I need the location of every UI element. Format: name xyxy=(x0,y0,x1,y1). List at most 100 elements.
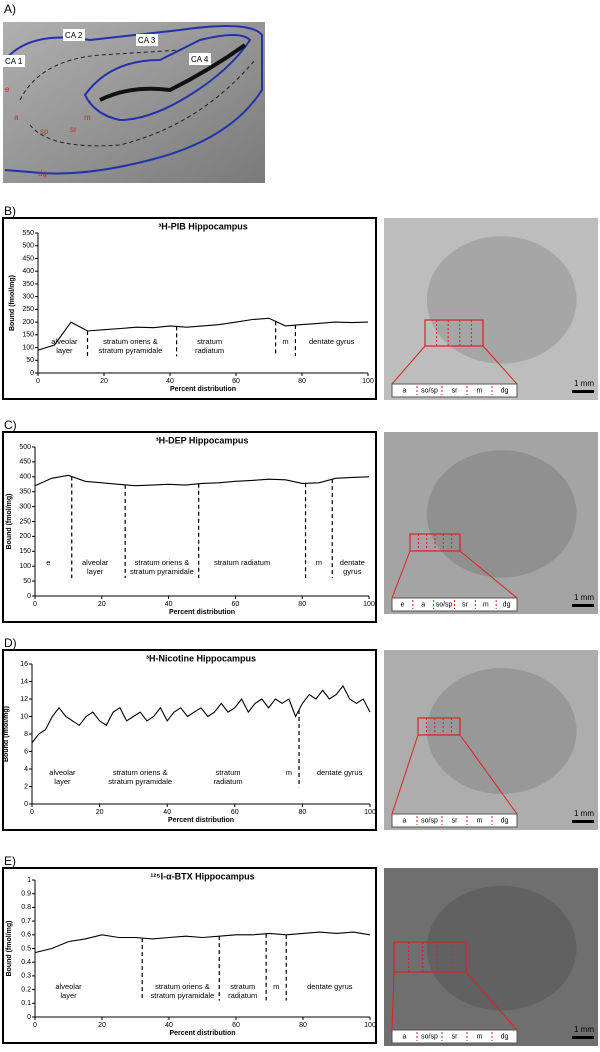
label-box xyxy=(189,53,211,65)
y-axis-label: Bound (fmol/mg) xyxy=(3,706,10,762)
layer-label: m xyxy=(84,113,91,122)
tissue-shade xyxy=(426,236,577,364)
x-axis-label: Percent distribution xyxy=(169,1030,235,1037)
strip-label: a xyxy=(403,817,407,824)
boundary xyxy=(83,34,252,122)
zoom-line xyxy=(391,550,411,599)
y-axis-label: Bound (fmol/mg) xyxy=(9,275,16,331)
y-tick-label: 500 xyxy=(19,444,31,451)
layer-label: sp xyxy=(40,127,49,136)
region-label: stratum radiatum xyxy=(214,558,270,567)
y-tick-label: 0.2 xyxy=(21,986,31,993)
strip-label: sr xyxy=(452,1033,459,1040)
autoradiograph xyxy=(384,432,598,614)
zoom-line xyxy=(482,345,518,385)
y-tick-label: 0.8 xyxy=(21,904,31,911)
scale-bar xyxy=(572,604,594,607)
strip-label: m xyxy=(477,817,483,824)
y-tick-label: 250 xyxy=(22,306,34,313)
y-tick-label: 0.1 xyxy=(21,1000,31,1007)
strip xyxy=(391,383,518,398)
sample-box xyxy=(393,941,467,973)
y-tick-label: 16 xyxy=(20,661,28,668)
x-tick-label: 60 xyxy=(231,809,239,816)
x-tick-label: 40 xyxy=(165,601,173,608)
micrograph xyxy=(3,22,265,183)
y-tick-label: 300 xyxy=(19,503,31,510)
y-tick-label: 50 xyxy=(26,357,34,364)
strip-label: dg xyxy=(501,387,509,394)
x-tick-label: 0 xyxy=(30,809,34,816)
strip-label: m xyxy=(477,387,483,394)
y-tick-label: 200 xyxy=(19,533,31,540)
strip-label: a xyxy=(403,387,407,394)
region-label: stratum pyramidale xyxy=(99,346,163,355)
tissue-shade xyxy=(426,450,577,578)
zoom-line xyxy=(391,734,419,815)
region-label: m xyxy=(273,982,279,991)
region-label: dentate xyxy=(340,558,365,567)
scale-label: 1 mm xyxy=(574,593,594,602)
x-tick-label: 0 xyxy=(33,1022,37,1029)
x-tick-label: 80 xyxy=(298,601,306,608)
x-tick-label: 80 xyxy=(299,809,307,816)
y-tick-label: 150 xyxy=(19,548,31,555)
x-tick-label: 80 xyxy=(298,378,306,385)
region-label: stratum oriens & xyxy=(135,558,190,567)
data-line xyxy=(34,931,371,954)
strip xyxy=(391,813,518,828)
panel-letter: A) xyxy=(4,2,16,16)
scale-bar xyxy=(572,820,594,823)
chart-frame xyxy=(2,431,377,623)
panel-letter: B) xyxy=(4,204,16,218)
strip-label: sr xyxy=(462,601,469,608)
y-tick-label: 1 xyxy=(27,877,31,884)
region-label: alveolar xyxy=(82,558,109,567)
strip-label: so/sp xyxy=(421,817,438,824)
y-tick-label: 450 xyxy=(22,255,34,262)
strip-label: dg xyxy=(503,601,511,608)
y-tick-label: 0.9 xyxy=(21,891,31,898)
y-tick-label: 12 xyxy=(20,696,28,703)
x-tick-label: 40 xyxy=(165,1022,173,1029)
y-tick-label: 0.5 xyxy=(21,945,31,952)
y-tick-label: 350 xyxy=(19,489,31,496)
y-tick-label: 50 xyxy=(23,578,31,585)
region-label: m xyxy=(286,768,292,777)
region-label: dentate gyrus xyxy=(317,768,363,777)
chart-frame xyxy=(2,867,377,1044)
data-line xyxy=(31,684,371,744)
y-tick-label: 200 xyxy=(22,319,34,326)
region-label: layer xyxy=(54,777,71,786)
y-tick-label: 6 xyxy=(24,748,28,755)
region-label: stratum oriens & xyxy=(113,768,168,777)
region-label: stratum oriens & xyxy=(103,337,158,346)
label-box xyxy=(136,34,158,46)
region-label: m xyxy=(282,337,288,346)
scale-label: 1 mm xyxy=(574,379,594,388)
chart-frame xyxy=(2,649,377,831)
y-tick-label: 8 xyxy=(24,731,28,738)
x-tick-label: 20 xyxy=(98,1022,106,1029)
chart-frame xyxy=(2,217,377,400)
layer-line xyxy=(19,49,256,147)
hippocampus-image: CA 1 CA 2 CA 3 CA 4 e a sp sr m dg xyxy=(3,22,265,183)
y-tick-label: 350 xyxy=(22,281,34,288)
tissue-shade xyxy=(426,885,577,1011)
x-tick-label: 40 xyxy=(163,809,171,816)
region-label: alveolar xyxy=(51,337,78,346)
region-label: stratum xyxy=(230,982,255,991)
scale-label: 1 mm xyxy=(574,809,594,818)
y-tick-label: 550 xyxy=(22,230,34,237)
tissue-shade xyxy=(426,668,577,794)
y-tick-label: 10 xyxy=(20,713,28,720)
y-tick-label: 450 xyxy=(19,459,31,466)
zoom-line xyxy=(465,971,518,1031)
zoom-line xyxy=(459,734,518,815)
zoom-line xyxy=(459,550,518,599)
region-label: m xyxy=(316,558,322,567)
region-label: stratum oriens & xyxy=(155,982,210,991)
scale-bar xyxy=(572,1036,594,1039)
